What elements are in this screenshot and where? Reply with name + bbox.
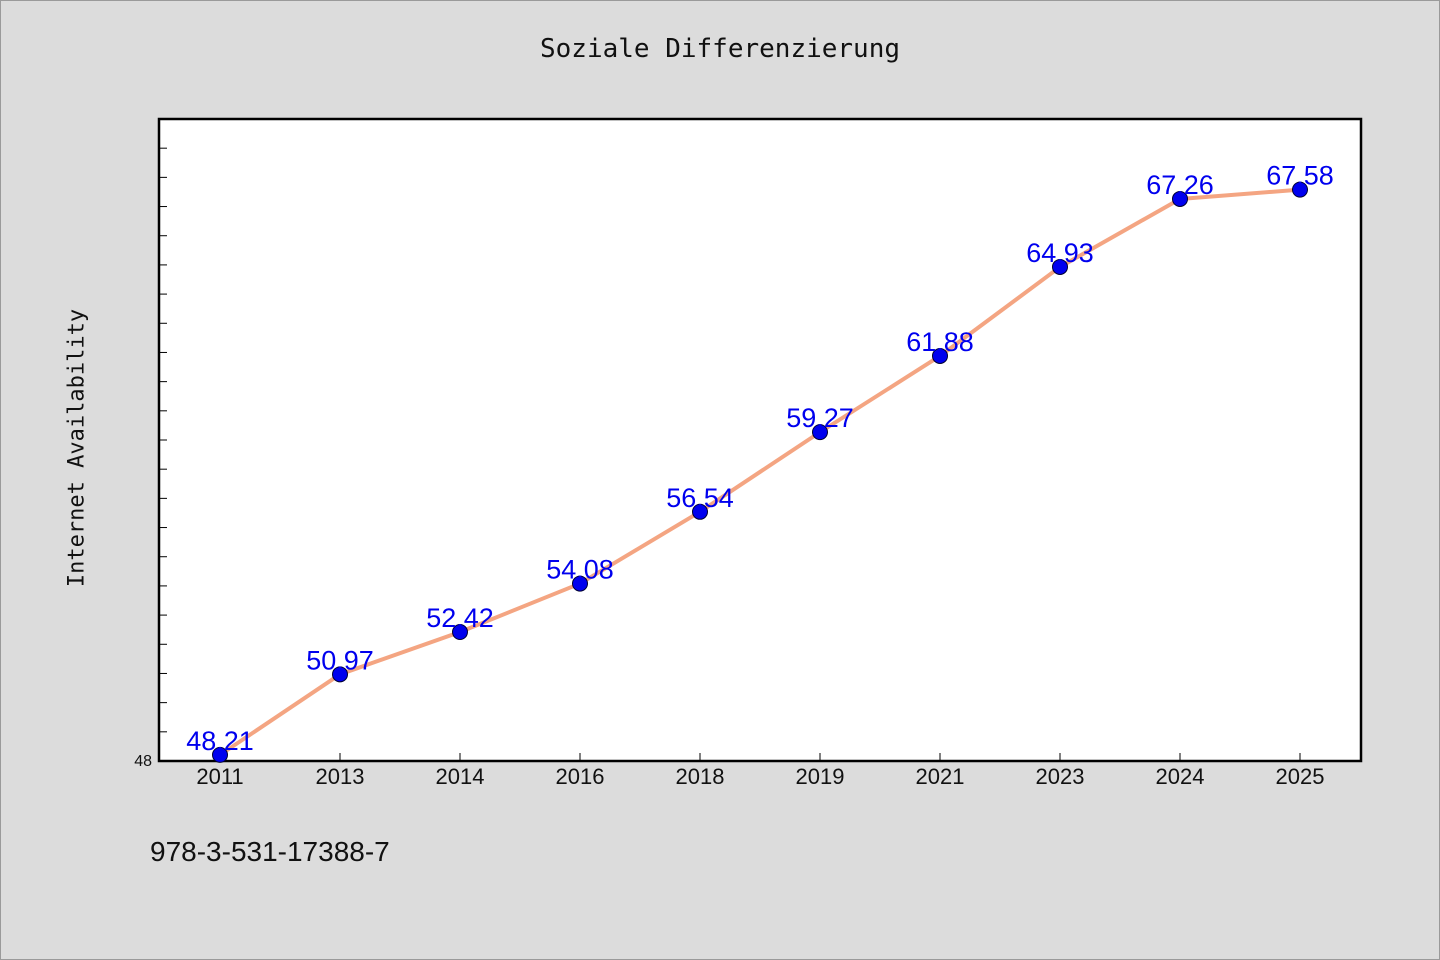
data-label: 52.42 <box>426 603 494 633</box>
x-axis-ticks: 2011 2013 2014 2016 2018 2019 2021 2023 2024 2025 <box>196 753 1324 789</box>
y-tick-label: 48 <box>134 753 152 770</box>
x-tick-label: 2011 <box>196 764 243 789</box>
data-point <box>452 624 468 641</box>
data-label: 64.93 <box>1026 238 1094 268</box>
data-label: 67.58 <box>1266 161 1334 191</box>
data-point <box>1172 190 1188 207</box>
data-labels: 48.21 50.97 52.42 54.08 56.54 59.27 61.88 64.93… <box>186 161 1334 756</box>
x-tick-label: 2025 <box>1276 764 1325 789</box>
data-label: 59.27 <box>786 403 854 433</box>
x-tick-label: 2024 <box>1156 764 1205 789</box>
data-label: 54.08 <box>546 555 614 585</box>
data-point <box>932 347 948 364</box>
data-label: 56.54 <box>666 483 734 513</box>
data-label: 48.21 <box>186 726 254 756</box>
series-line <box>218 187 1302 757</box>
data-label: 50.97 <box>306 645 374 675</box>
data-point <box>692 503 708 520</box>
data-point <box>812 424 828 441</box>
data-points <box>212 181 1308 763</box>
x-tick-label: 2019 <box>796 764 845 789</box>
x-tick-label: 2021 <box>916 764 965 789</box>
data-point <box>572 575 588 592</box>
x-tick-label: 2014 <box>436 764 485 789</box>
data-point <box>332 666 348 683</box>
chart-title: Soziale Differenzierung <box>539 34 901 64</box>
data-point <box>212 746 228 763</box>
data-point <box>1052 258 1068 275</box>
data-label: 61.88 <box>906 327 974 357</box>
x-tick-label: 2018 <box>676 764 725 789</box>
x-tick-label: 2013 <box>316 764 365 789</box>
x-tick-label: 2016 <box>556 764 605 789</box>
isbn-text: 978-3-531-17388-7 <box>150 836 390 867</box>
data-label: 67.26 <box>1146 170 1214 200</box>
y-axis-ticks: 48 <box>134 147 167 770</box>
x-tick-label: 2023 <box>1036 764 1085 789</box>
plot-area <box>157 117 1363 763</box>
data-point <box>1292 181 1308 198</box>
